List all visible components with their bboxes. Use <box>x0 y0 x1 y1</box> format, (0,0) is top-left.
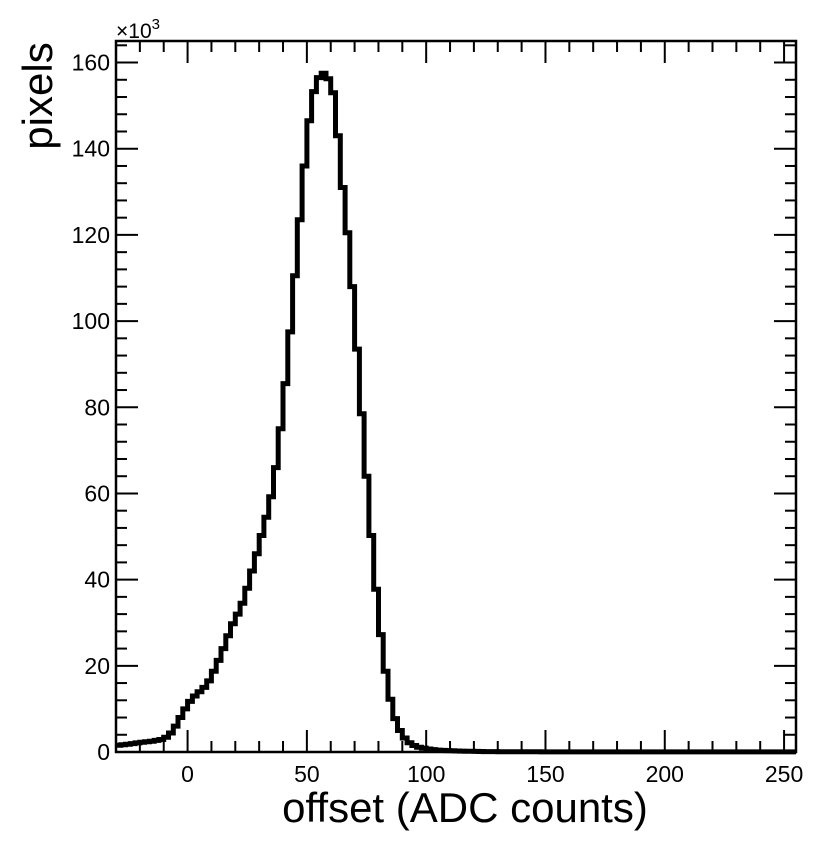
y-tick-label: 80 <box>84 394 110 420</box>
y-tick-label: 60 <box>84 480 110 506</box>
y-tick-label: 160 <box>72 50 110 76</box>
x-tick-label: 150 <box>526 761 564 787</box>
series-line-offset-histogram <box>116 70 796 755</box>
y-tick-label: 0 <box>97 739 110 765</box>
y-multiplier-exponent: 3 <box>152 16 160 33</box>
ticks-layer <box>115 41 796 753</box>
y-tick-label: 40 <box>84 567 110 593</box>
x-tick-label: 50 <box>294 761 320 787</box>
y-tick-label: 120 <box>72 222 110 248</box>
y-axis-title: pixels <box>14 42 61 149</box>
x-tick-label: 250 <box>765 761 803 787</box>
y-multiplier-base: ×10 <box>116 20 152 43</box>
y-tick-label: 140 <box>72 136 110 162</box>
tick-labels-layer: 0 50 100 150 200 250 0 20 40 60 80 100 120 140 160 <box>72 50 804 787</box>
y-tick-label: 100 <box>72 308 110 334</box>
y-tick-label: 20 <box>84 653 110 679</box>
x-tick-label: 0 <box>181 761 194 787</box>
x-tick-label: 100 <box>407 761 445 787</box>
x-axis-title: offset (ADC counts) <box>282 784 648 831</box>
x-tick-label: 200 <box>646 761 684 787</box>
y-axis-multiplier: ×103 <box>116 16 160 43</box>
plot-frame <box>114 39 798 754</box>
